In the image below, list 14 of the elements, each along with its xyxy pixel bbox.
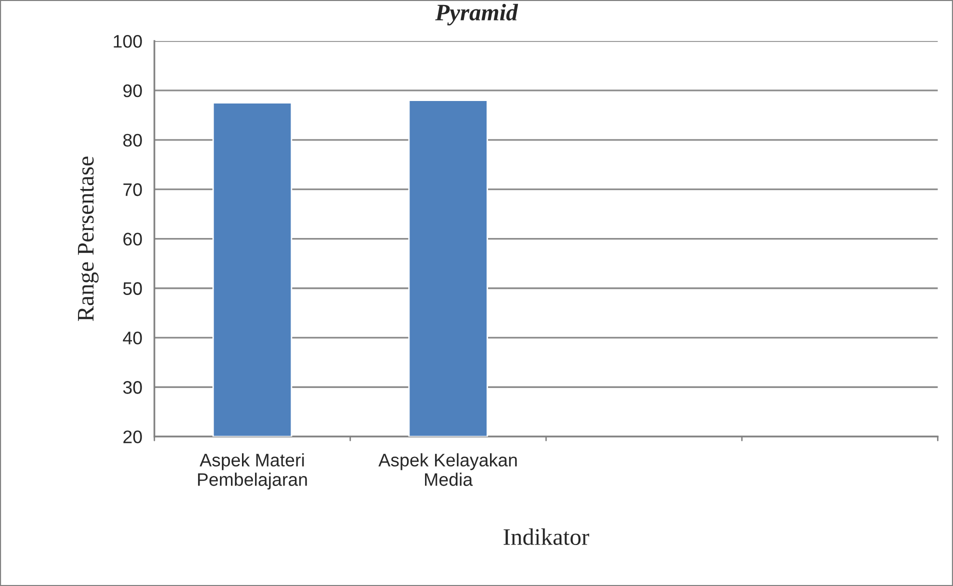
x-tick-label: Aspek Materi Pembelajaran <box>198 453 307 490</box>
y-tick-label: 40 <box>122 332 142 344</box>
y-tick-label: 70 <box>123 183 142 196</box>
y-axis-title: Range Persentase <box>78 156 99 322</box>
chart-title: Pyramid <box>435 4 518 26</box>
x-axis-title: Indikator <box>504 528 590 546</box>
x-tick-label: Aspek Kelayakan Media <box>378 453 517 486</box>
y-tick-label: 30 <box>123 381 142 394</box>
y-tick-label: 90 <box>123 84 142 98</box>
y-tick-label: 80 <box>123 134 142 147</box>
y-tick-label: 60 <box>123 232 142 246</box>
y-tick-label: 100 <box>114 34 142 48</box>
y-tick-label: 50 <box>123 282 142 295</box>
y-tick-label: 20 <box>123 430 142 444</box>
